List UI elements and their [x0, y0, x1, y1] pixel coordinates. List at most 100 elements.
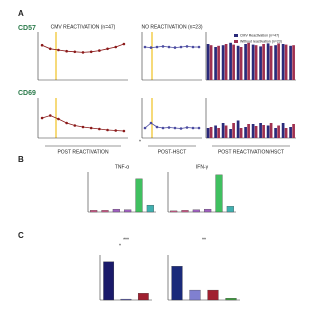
- axis-note: POST REACTIVATION/HSCT: [218, 149, 284, 155]
- bar: [206, 44, 210, 80]
- point: [197, 126, 201, 130]
- chart-title: TNF-α: [115, 164, 129, 170]
- point: [167, 45, 171, 49]
- bar: [274, 128, 277, 138]
- bar: [171, 266, 183, 301]
- line: [144, 122, 199, 129]
- bar: [217, 45, 220, 80]
- bar: [274, 45, 277, 80]
- point: [191, 45, 195, 49]
- bar: [232, 44, 235, 80]
- point: [40, 116, 44, 120]
- bar: [207, 289, 219, 301]
- chart-title: CMV REACTIVATION (n=47): [51, 24, 116, 30]
- bar: [254, 45, 258, 80]
- panel-letter: C: [18, 231, 24, 240]
- bar: [217, 128, 220, 138]
- bar: [103, 261, 115, 301]
- legend-swatch: [234, 40, 238, 43]
- bar: [232, 123, 235, 138]
- bar: [262, 44, 265, 80]
- chart-title: NO REACTIVATION (n=23): [141, 24, 202, 30]
- significance: ***: [123, 237, 129, 243]
- point: [114, 129, 118, 132]
- significance: *: [139, 139, 141, 145]
- axis-note: POST REACTIVATION: [57, 149, 109, 155]
- significance: *: [119, 243, 121, 249]
- point: [81, 125, 85, 129]
- point: [114, 45, 118, 49]
- bar: [244, 127, 247, 138]
- bar: [204, 208, 212, 213]
- point: [65, 121, 68, 125]
- point: [161, 126, 165, 130]
- bar: [90, 210, 98, 213]
- line: [41, 115, 124, 132]
- bar: [244, 44, 247, 80]
- bar: [120, 298, 132, 301]
- bar: [281, 44, 285, 80]
- bar: [284, 128, 288, 138]
- point: [161, 45, 165, 48]
- point: [98, 49, 101, 52]
- line: [144, 45, 199, 49]
- point: [155, 125, 159, 129]
- point: [167, 126, 171, 129]
- bar: [112, 208, 120, 213]
- significance: **: [202, 237, 206, 243]
- bar: [224, 125, 228, 138]
- bar: [221, 123, 225, 138]
- legend-swatch: [234, 34, 238, 37]
- point: [179, 45, 183, 49]
- point: [149, 121, 153, 125]
- bar: [236, 120, 240, 138]
- point: [191, 126, 195, 130]
- bar: [229, 42, 232, 80]
- point: [89, 50, 93, 54]
- chart-title: IFN-γ: [196, 164, 209, 170]
- bar: [289, 127, 292, 138]
- point: [73, 50, 77, 54]
- point: [81, 51, 85, 54]
- panel-letter: A: [18, 9, 24, 18]
- bar: [146, 204, 154, 213]
- point: [89, 126, 93, 130]
- bar: [124, 209, 132, 213]
- point: [48, 47, 52, 51]
- bar: [247, 42, 250, 80]
- bar: [266, 125, 270, 138]
- point: [197, 45, 201, 49]
- bar: [239, 47, 243, 80]
- bar: [251, 44, 255, 80]
- point: [185, 45, 189, 48]
- bar: [206, 128, 210, 138]
- bar: [101, 210, 109, 213]
- row-label: CD69: [18, 90, 36, 97]
- bar: [247, 124, 250, 138]
- bar: [254, 126, 258, 138]
- bar: [224, 44, 228, 80]
- point: [179, 127, 183, 130]
- row-label: CD57: [18, 25, 36, 32]
- point: [173, 126, 177, 130]
- point: [122, 129, 126, 133]
- axis-note: POST-HSCT: [158, 149, 187, 155]
- point: [173, 46, 177, 49]
- point: [106, 47, 109, 51]
- bar: [209, 127, 213, 138]
- point: [185, 126, 189, 129]
- point: [65, 49, 68, 53]
- point: [143, 45, 147, 49]
- point: [57, 117, 60, 121]
- bar: [259, 46, 262, 80]
- point: [57, 48, 60, 52]
- bar: [135, 178, 143, 213]
- point: [143, 126, 147, 130]
- bar: [239, 128, 243, 138]
- bar: [137, 293, 149, 301]
- bar: [225, 298, 237, 301]
- bar: [284, 44, 288, 80]
- legend-label: Without reactivation (n=23): [240, 39, 282, 43]
- bar: [277, 125, 280, 138]
